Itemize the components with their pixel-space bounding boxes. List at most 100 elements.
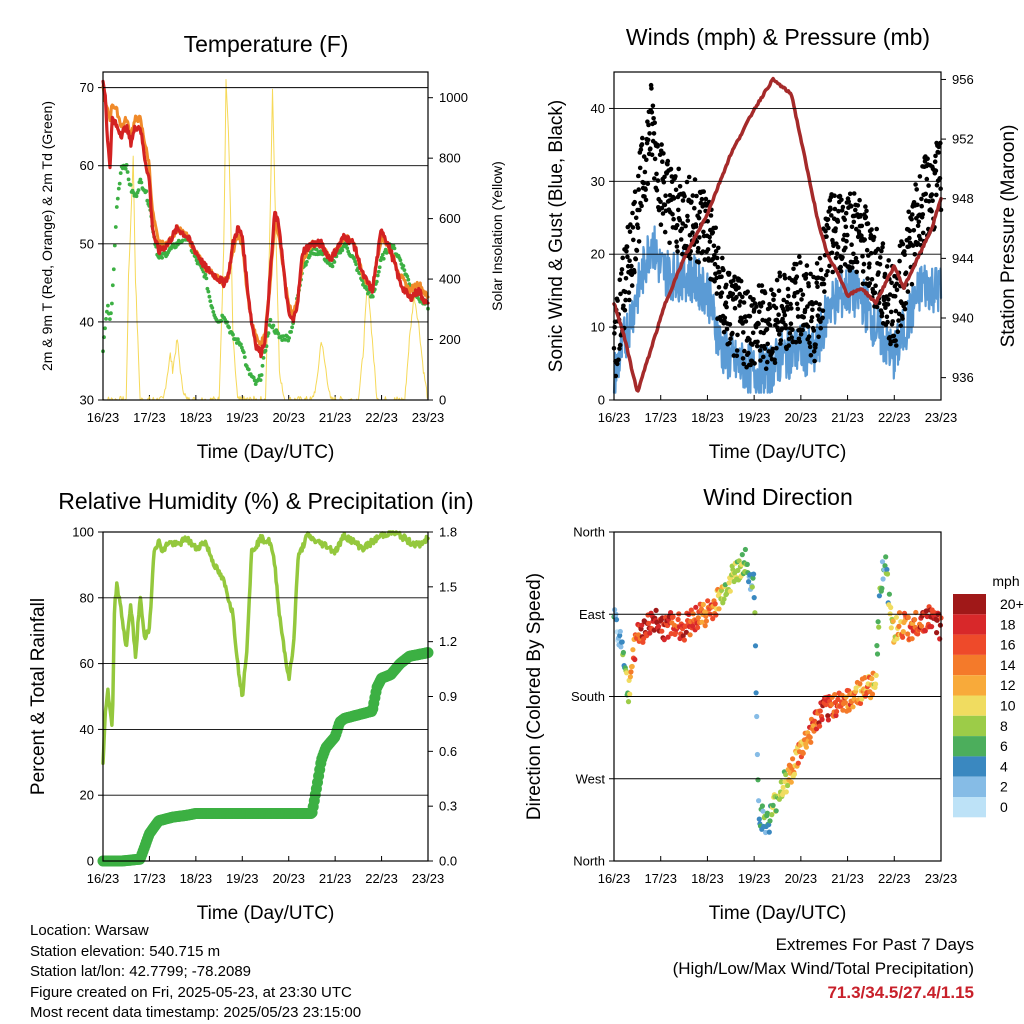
gust-point <box>909 281 915 287</box>
gust-point <box>798 332 804 337</box>
y-right-tick-label: 956 <box>952 72 974 87</box>
x-tick-label: 21/23 <box>319 410 352 425</box>
gust-point <box>696 245 701 251</box>
gust-point <box>697 235 702 240</box>
direction-point <box>896 623 902 630</box>
gust-point <box>659 142 664 147</box>
gust-point <box>855 203 861 208</box>
gust-point <box>835 244 841 250</box>
gust-point <box>741 330 746 335</box>
direction-point <box>769 812 775 818</box>
dewpoint-point <box>304 263 308 267</box>
gust-point <box>765 359 770 365</box>
gust-point <box>929 208 934 214</box>
gust-point <box>920 230 926 236</box>
y-right-tick-label: 940 <box>952 311 974 326</box>
direction-point <box>803 744 810 750</box>
gust-point <box>730 330 735 336</box>
dewpoint-point <box>398 258 403 263</box>
gust-point <box>815 313 821 319</box>
y-tick-label: 50 <box>80 236 94 251</box>
gust-point <box>623 276 629 281</box>
pressure-line <box>612 76 943 393</box>
gust-point <box>655 144 660 149</box>
dewpoint-point <box>144 189 149 194</box>
gust-point <box>833 226 838 231</box>
direction-point <box>894 636 900 642</box>
x-tick-label: 19/23 <box>226 871 259 886</box>
direction-point <box>670 614 676 620</box>
gust-point <box>875 246 881 252</box>
direction-point <box>624 670 630 676</box>
gust-point <box>751 297 756 302</box>
dewpoint-point <box>203 272 208 277</box>
gust-point <box>784 346 789 352</box>
direction-point <box>900 634 906 640</box>
gust-point <box>929 192 935 197</box>
gust-point <box>860 269 866 274</box>
gust-point <box>643 187 648 192</box>
gust-point <box>906 209 911 215</box>
direction-point <box>759 803 766 809</box>
gust-point <box>647 131 652 136</box>
gust-point <box>752 361 757 366</box>
y-tick-label: 0 <box>87 854 94 869</box>
gust-point <box>719 290 725 296</box>
gust-point <box>746 350 751 356</box>
y-tick-label: 40 <box>591 101 605 116</box>
gust-point <box>734 294 739 300</box>
gust-point <box>818 325 823 331</box>
direction-point <box>683 629 689 635</box>
gust-point <box>661 151 666 156</box>
gust-point <box>639 142 645 147</box>
gust-point <box>871 234 877 240</box>
direction-point <box>807 734 813 740</box>
direction-point <box>795 760 801 766</box>
dewpoint-point <box>206 289 211 294</box>
gust-point <box>701 189 706 194</box>
y-tick-label: West <box>576 771 606 786</box>
gust-point <box>879 310 885 316</box>
gust-point <box>933 168 939 173</box>
colorbar-swatch <box>953 695 986 716</box>
x-axis-label: Time (Day/UTC) <box>709 442 847 463</box>
direction-point <box>750 575 756 581</box>
gust-point <box>689 199 694 204</box>
dewpoint-point <box>266 331 271 336</box>
dewpoint-point <box>281 334 286 338</box>
gust-point <box>645 137 651 143</box>
gust-point <box>627 229 633 234</box>
gust-point <box>777 332 782 337</box>
gust-point <box>676 166 681 172</box>
gust-point <box>874 226 879 232</box>
y-tick-label: 80 <box>80 590 94 605</box>
direction-point <box>810 723 816 729</box>
gust-point <box>777 274 783 279</box>
gust-point <box>784 300 790 305</box>
gust-point <box>818 319 823 325</box>
gust-point <box>632 189 638 194</box>
direction-point <box>703 618 710 624</box>
gust-point <box>932 159 938 164</box>
gust-point <box>684 179 690 185</box>
gust-point <box>767 322 773 328</box>
gust-point <box>811 328 817 333</box>
direction-point <box>791 771 798 777</box>
gust-point <box>832 206 838 212</box>
gust-point <box>916 219 922 225</box>
gust-point <box>913 182 918 187</box>
dewpoint-point <box>406 277 411 282</box>
direction-point <box>647 630 653 636</box>
y-right-tick-label: 948 <box>952 191 974 206</box>
gust-point <box>821 277 826 282</box>
direction-point <box>656 623 662 630</box>
gust-point <box>903 270 909 276</box>
gust-point <box>668 166 674 172</box>
extremes-values: 71.3/34.5/27.4/1.15 <box>827 983 974 1002</box>
gust-point <box>863 204 868 209</box>
gust-point <box>825 269 830 274</box>
gust-point <box>674 239 679 244</box>
gust-point <box>833 255 839 261</box>
gust-point <box>910 212 915 217</box>
gust-point <box>705 219 710 224</box>
